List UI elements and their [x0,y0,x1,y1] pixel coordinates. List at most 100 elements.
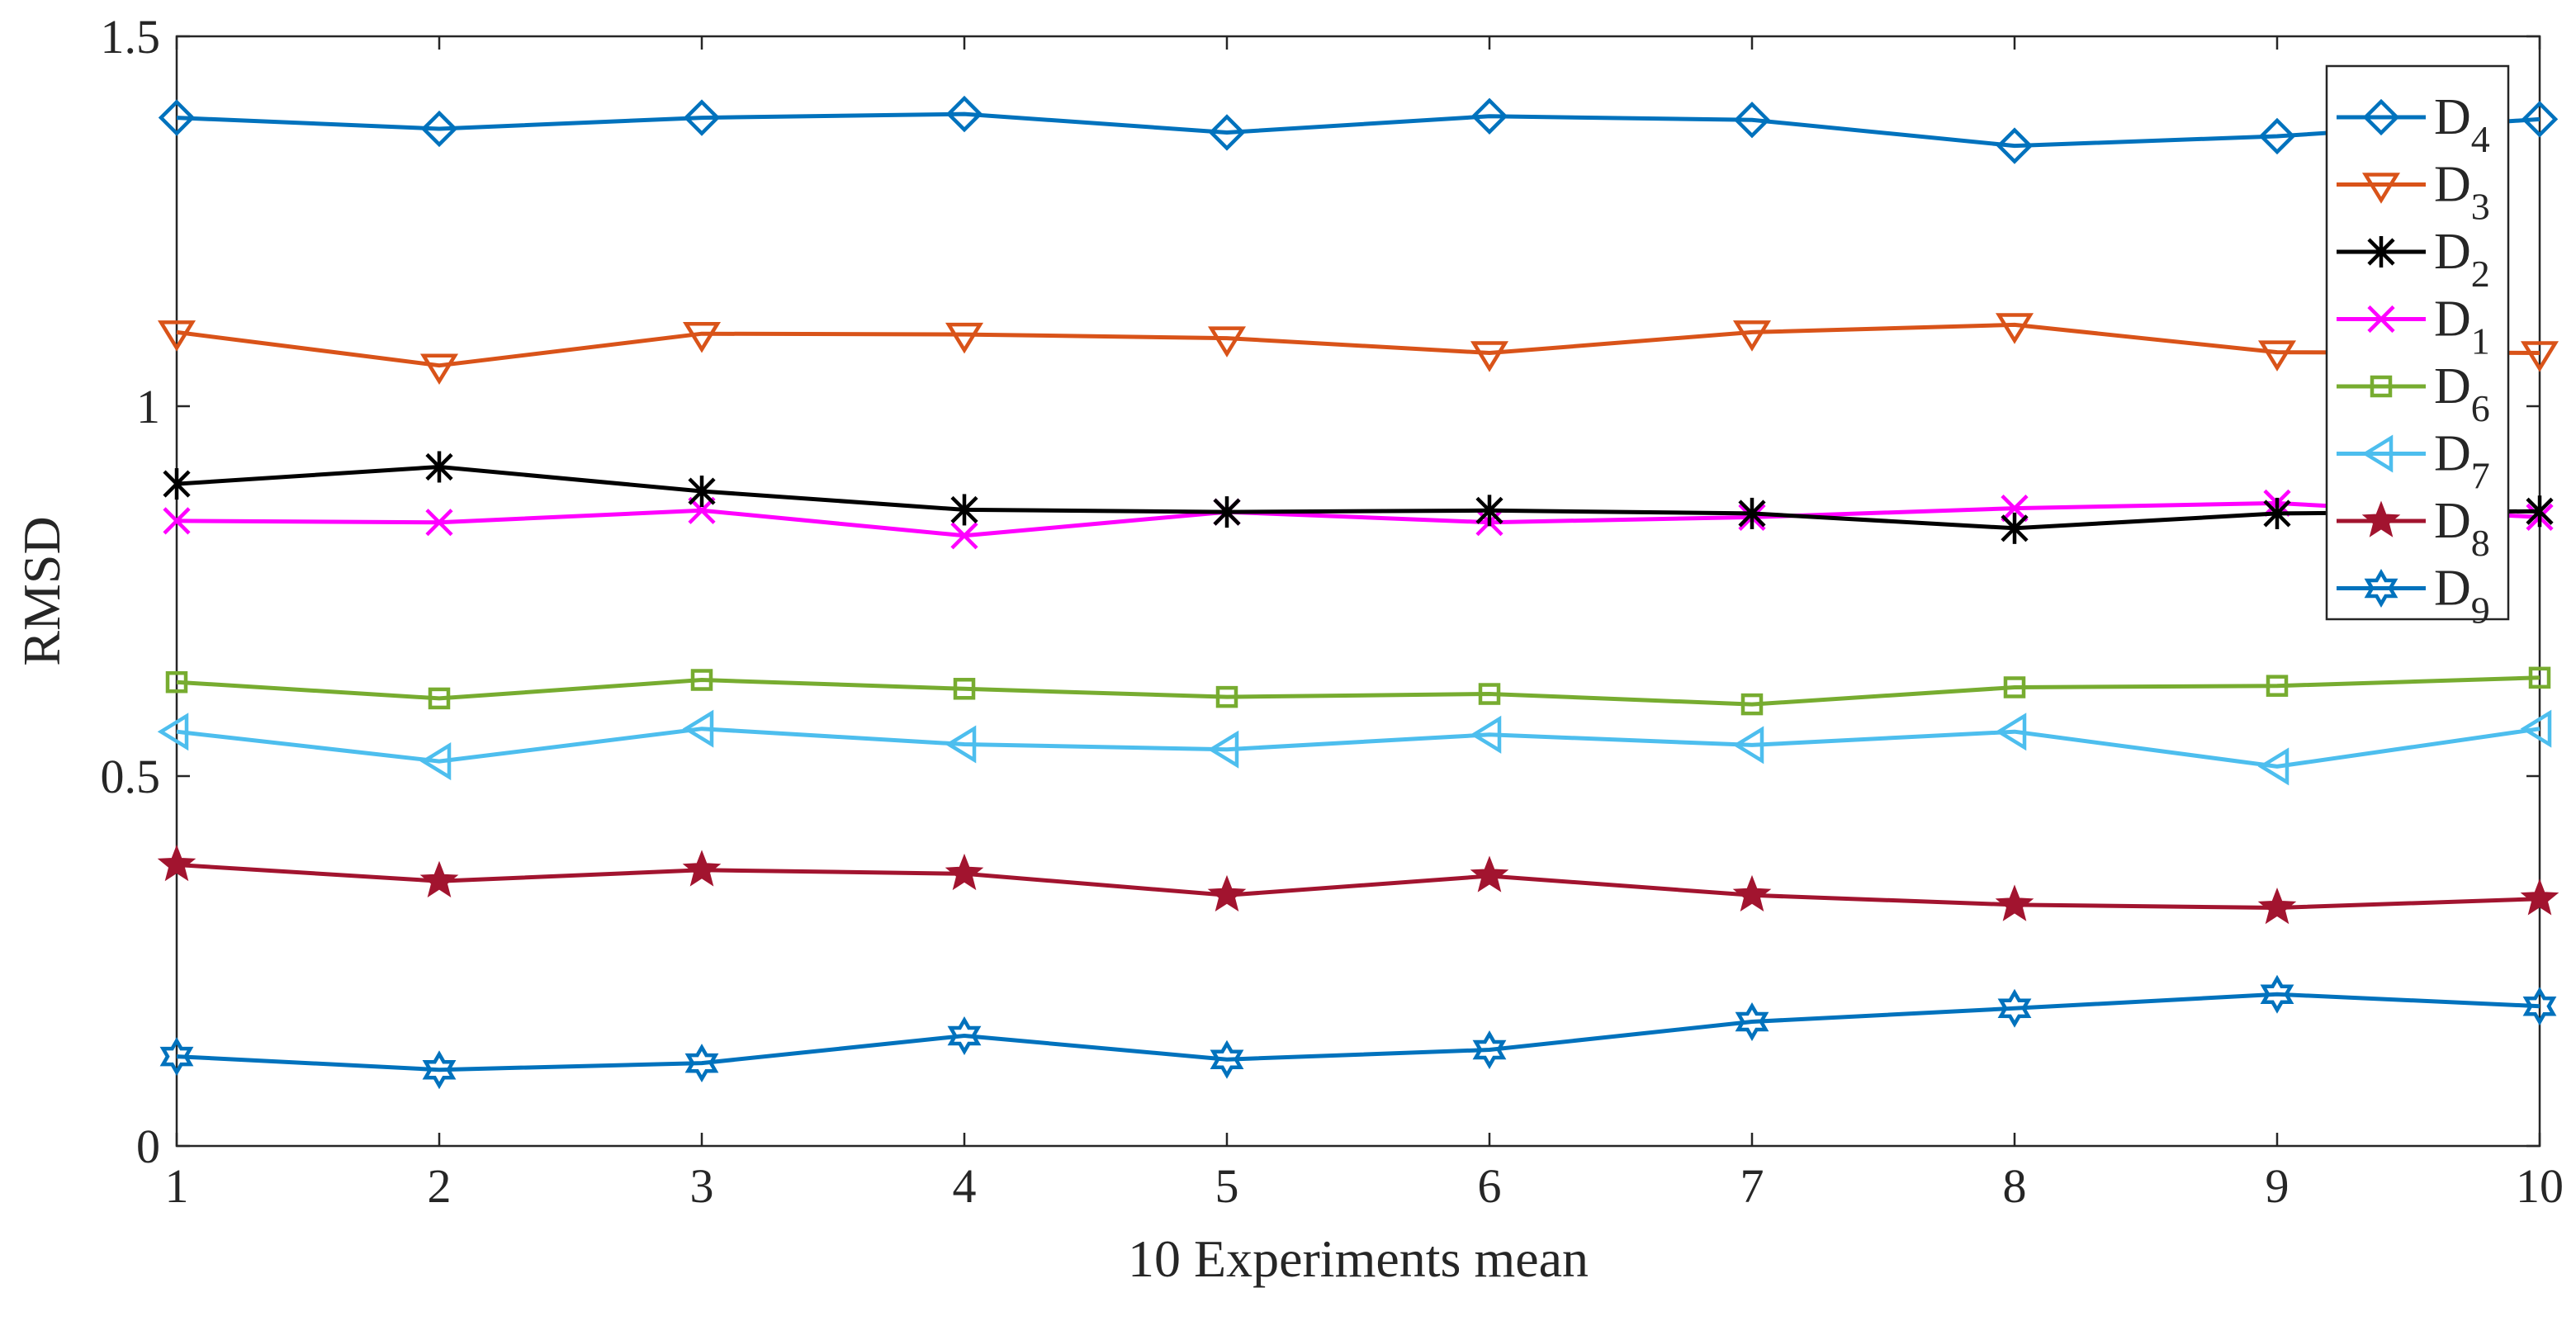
legend-label-subscript: 7 [2471,455,2490,497]
data-point [682,321,722,353]
data-point [683,99,721,136]
data-point [682,850,722,887]
legend-marker [2361,173,2401,204]
legend-label-subscript: 8 [2471,522,2490,564]
marker-stroke [163,507,191,535]
legend-marker [2367,236,2395,268]
x-tick-label: 8 [2003,1159,2027,1213]
data-point [419,860,459,898]
data-point [2258,117,2296,155]
data-point [1213,496,1241,528]
data-point [163,507,191,535]
data-point [157,845,197,882]
data-point [945,853,984,891]
data-point [945,95,983,133]
legend-marker [2367,305,2395,334]
data-point [157,320,197,352]
data-point [1215,685,1238,708]
data-point [1732,320,1772,352]
data-point [682,709,714,748]
data-point [1735,1002,1769,1041]
data-point [2257,888,2297,925]
series-d2 [163,451,2554,544]
marker-stroke [950,522,978,550]
series-line [176,111,2540,149]
data-point [1732,726,1764,765]
y-tick-label: 1.5 [101,10,161,64]
y-tick-label: 1 [136,380,160,433]
marker-stroke [2367,305,2395,334]
series-d6 [165,666,2551,716]
data-point [1732,874,1772,911]
data-point [690,669,713,691]
data-point [2257,340,2297,372]
series-line [176,465,2540,531]
series-line [176,500,2540,538]
data-point [1995,313,2034,344]
y-tick-label: 0 [136,1120,160,1173]
legend-marker [2361,434,2394,473]
series-line [176,863,2540,910]
data-point [1478,683,1501,705]
series-layer [157,95,2559,1090]
data-point [165,670,188,694]
marker-stroke [688,496,716,524]
data-point [2001,495,2029,523]
x-tick-label: 2 [428,1159,452,1213]
data-point [2001,512,2029,544]
series-line [176,992,2540,1072]
data-point [688,496,716,524]
data-point [422,1050,457,1090]
data-point [953,678,976,700]
data-point [1995,713,2027,751]
x-tick-label: 5 [1215,1159,1239,1213]
legend-label-subscript: 6 [2471,387,2490,429]
data-point [1740,693,1764,716]
data-point [1733,102,1771,139]
data-point [2266,675,2289,697]
data-point [945,725,977,764]
data-point [1470,341,1509,372]
marker-stroke [425,509,453,537]
series-d7 [157,709,2552,786]
data-point [688,476,716,508]
data-point [2528,666,2551,689]
x-tick-label: 1 [165,1159,189,1213]
series-line [176,727,2540,769]
data-point [2520,878,2559,916]
data-point [1996,127,2034,164]
data-point [950,494,978,526]
data-point [1207,730,1239,769]
data-point [1472,1030,1507,1069]
data-point [1207,326,1247,357]
x-axis-title: 10 Experiments mean [1128,1229,1589,1288]
legend-marker [2362,98,2400,136]
x-tick-label: 10 [2516,1159,2564,1213]
series-line [176,322,2540,368]
legend-label-subscript: 4 [2471,118,2490,160]
legend-marker [2361,500,2401,537]
data-point [2520,709,2552,748]
data-point [158,99,196,136]
series-d3 [157,313,2559,386]
data-point [1470,855,1509,893]
series-d8 [157,845,2559,925]
data-point [945,322,984,354]
data-point [157,713,189,751]
data-point [419,353,459,386]
series-line [176,675,2540,707]
data-point [950,522,978,550]
data-point [425,509,453,537]
data-point [163,468,191,500]
data-point [2003,676,2026,698]
data-point [2260,974,2294,1014]
x-tick-label: 9 [2266,1159,2290,1213]
legend-label-subscript: 1 [2471,320,2490,362]
data-point [947,1016,982,1055]
data-point [1470,715,1502,754]
legend-marker [2370,375,2393,398]
data-point [2526,495,2554,528]
x-tick-label: 3 [690,1159,714,1213]
